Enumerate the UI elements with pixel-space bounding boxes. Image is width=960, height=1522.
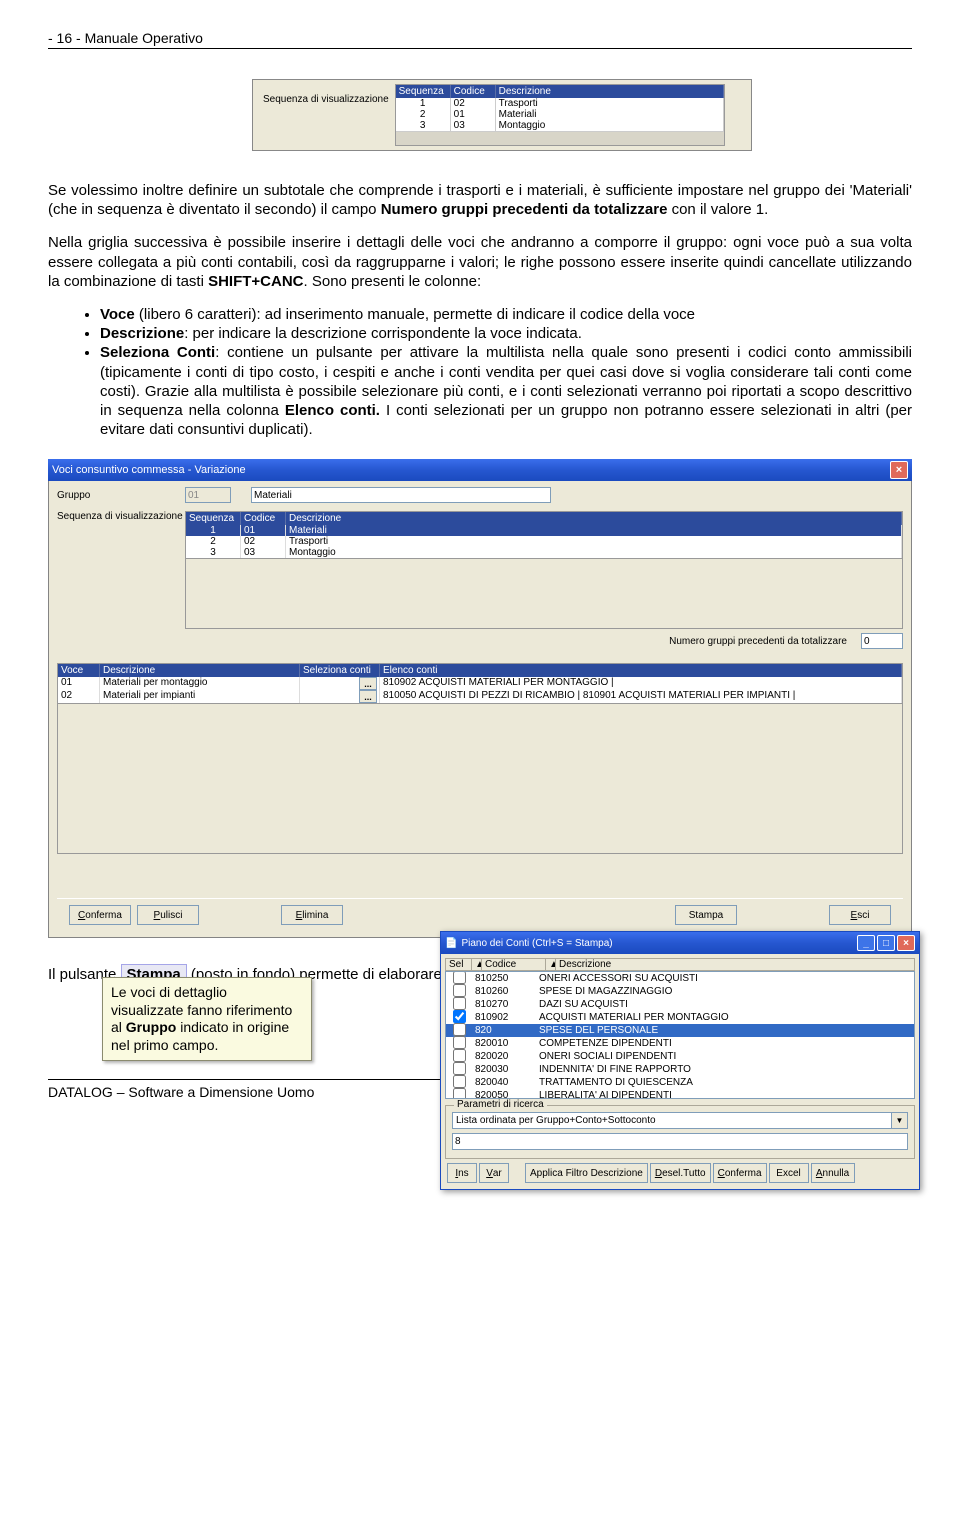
elimina-button[interactable]: Elimina	[281, 905, 343, 925]
table-row[interactable]: 810250ONERI ACCESSORI SU ACQUISTI	[446, 972, 914, 985]
stampa-button[interactable]: Stampa	[675, 905, 737, 925]
col-descrizione-2: Descrizione	[100, 664, 300, 677]
paragraph-2: Nella griglia successiva è possibile ins…	[48, 233, 912, 291]
mini-table: Sequenza Codice Descrizione 1 02 Traspor…	[395, 84, 725, 146]
conferma-button[interactable]: Conferma	[69, 905, 131, 925]
gruppo-desc-input[interactable]	[251, 487, 551, 503]
popup-grid[interactable]: 810250ONERI ACCESSORI SU ACQUISTI810260S…	[445, 971, 915, 1099]
row-checkbox[interactable]	[453, 1062, 466, 1075]
mini-col-desc: Descrizione	[496, 85, 724, 98]
popup-conferma-button[interactable]: Conferma	[713, 1163, 767, 1183]
table-row: 3 03 Montaggio	[396, 120, 724, 131]
row-checkbox[interactable]	[453, 984, 466, 997]
ellipsis-button[interactable]: ...	[359, 690, 377, 703]
pulisci-button[interactable]: Pulisci	[137, 905, 199, 925]
tooltip-box: Le voci di dettaglio visualizzate fanno …	[102, 977, 312, 1061]
search-filter-input[interactable]	[452, 1133, 908, 1150]
popup-col-codice[interactable]: Codice	[481, 958, 545, 971]
table-row[interactable]: 820050LIBERALITA' AI DIPENDENTI	[446, 1089, 914, 1099]
window-title: Voci consuntivo commessa - Variazione	[52, 464, 890, 476]
mini-seq-label: Sequenza di visualizzazione	[253, 80, 395, 105]
num-gruppi-input[interactable]	[861, 633, 903, 649]
popup-piano-conti: 📄 Piano dei Conti (Ctrl+S = Stampa) _ □ …	[440, 931, 920, 1190]
table-row[interactable]: 810260SPESE DI MAGAZZINAGGIO	[446, 985, 914, 998]
table-row[interactable]: 3 03 Montaggio	[186, 547, 902, 558]
list-item: Seleziona Conti: contiene un pulsante pe…	[100, 343, 912, 439]
popup-title: Piano dei Conti (Ctrl+S = Stampa)	[461, 938, 855, 949]
col-codice: Codice	[241, 512, 286, 525]
table-row[interactable]: 820SPESE DEL PERSONALE	[446, 1024, 914, 1037]
gruppo-label: Gruppo	[57, 490, 185, 501]
sort-combo[interactable]: Lista ordinata per Gruppo+Conto+Sottocon…	[452, 1112, 908, 1129]
col-voce: Voce	[58, 664, 100, 677]
maximize-icon[interactable]: □	[877, 935, 895, 951]
row-checkbox[interactable]	[453, 1075, 466, 1088]
table-row[interactable]: 2 02 Trasporti	[186, 536, 902, 547]
paragraph-1: Se volessimo inoltre definire un subtota…	[48, 181, 912, 219]
grid-voci[interactable]: Voce Descrizione Seleziona conti Elenco …	[57, 663, 903, 704]
var-button[interactable]: Var	[479, 1163, 509, 1183]
bullet-list: Voce (libero 6 caratteri): ad inseriment…	[48, 305, 912, 439]
col-elenco-conti: Elenco conti	[380, 664, 902, 677]
desel-button[interactable]: Desel.Tutto	[650, 1163, 711, 1183]
list-item: Voce (libero 6 caratteri): ad inseriment…	[100, 305, 912, 324]
ins-button[interactable]: Ins	[447, 1163, 477, 1183]
list-item: Descrizione: per indicare la descrizione…	[100, 324, 912, 343]
row-checkbox[interactable]	[453, 1049, 466, 1062]
mini-col-code: Codice	[451, 85, 496, 98]
main-button-row: Conferma Pulisci Elimina Stampa Esci	[57, 898, 903, 931]
ellipsis-button[interactable]: ...	[359, 677, 377, 690]
sort-combo-text: Lista ordinata per Gruppo+Conto+Sottocon…	[452, 1112, 892, 1129]
search-fieldset: Parametri di ricerca Lista ordinata per …	[445, 1105, 915, 1159]
window-titlebar: Voci consuntivo commessa - Variazione ×	[48, 459, 912, 481]
annulla-button[interactable]: Annulla	[811, 1163, 855, 1183]
row-checkbox[interactable]	[453, 1088, 466, 1100]
seq-label: Sequenza di visualizzazione	[57, 507, 185, 522]
form-body: Gruppo Sequenza di visualizzazione Seque…	[48, 481, 912, 938]
header-rule	[48, 48, 912, 49]
row-checkbox[interactable]	[453, 997, 466, 1010]
col-descrizione: Descrizione	[286, 512, 902, 525]
table-row[interactable]: 820010COMPETENZE DIPENDENTI	[446, 1037, 914, 1050]
table-row[interactable]: 820040TRATTAMENTO DI QUIESCENZA	[446, 1076, 914, 1089]
row-checkbox[interactable]	[453, 1010, 466, 1023]
table-row: 2 01 Materiali	[396, 109, 724, 120]
popup-grid-header: Sel ▲ Codice ▲ Descrizione	[445, 958, 915, 971]
mini-screenshot: Sequenza di visualizzazione Sequenza Cod…	[252, 79, 752, 151]
table-row[interactable]: 01 Materiali per montaggio ... 810902 AC…	[58, 677, 902, 690]
chevron-down-icon[interactable]: ▼	[892, 1112, 908, 1129]
num-gruppi-label: Numero gruppi precedenti da totalizzare	[669, 636, 847, 647]
table-row[interactable]: 1 01 Materiali	[186, 525, 902, 536]
close-icon[interactable]: ×	[890, 461, 908, 479]
table-row[interactable]: 810902ACQUISTI MATERIALI PER MONTAGGIO	[446, 1011, 914, 1024]
table-row[interactable]: 820030INDENNITA' DI FINE RAPPORTO	[446, 1063, 914, 1076]
close-icon[interactable]: ×	[897, 935, 915, 951]
col-sequenza: Sequenza	[186, 512, 241, 525]
app-screenshot: Voci consuntivo commessa - Variazione × …	[48, 459, 912, 938]
mini-col-seq: Sequenza	[396, 85, 451, 98]
excel-button[interactable]: Excel	[769, 1163, 809, 1183]
search-legend: Parametri di ricerca	[454, 1099, 547, 1110]
popup-titlebar: 📄 Piano dei Conti (Ctrl+S = Stampa) _ □ …	[441, 932, 919, 954]
popup-button-row: Ins Var Applica Filtro Descrizione Desel…	[445, 1159, 915, 1185]
filtro-button[interactable]: Applica Filtro Descrizione	[525, 1163, 648, 1183]
esci-button[interactable]: Esci	[829, 905, 891, 925]
col-seleziona-conti: Seleziona conti	[300, 664, 380, 677]
table-row: 1 02 Trasporti	[396, 98, 724, 109]
row-checkbox[interactable]	[453, 1036, 466, 1049]
popup-col-descrizione[interactable]: Descrizione	[555, 958, 915, 971]
table-row[interactable]: 810270DAZI SU ACQUISTI	[446, 998, 914, 1011]
grid-sequenza[interactable]: Sequenza Codice Descrizione 1 01 Materia…	[185, 511, 903, 559]
table-row[interactable]: 820020ONERI SOCIALI DIPENDENTI	[446, 1050, 914, 1063]
mini-table-header: Sequenza Codice Descrizione	[396, 85, 724, 98]
popup-col-sel[interactable]: Sel	[445, 958, 471, 971]
gruppo-code-input[interactable]	[185, 487, 231, 503]
row-checkbox[interactable]	[453, 971, 466, 984]
page-header: - 16 - Manuale Operativo	[48, 30, 912, 46]
row-checkbox[interactable]	[453, 1023, 466, 1036]
minimize-icon[interactable]: _	[857, 935, 875, 951]
table-row[interactable]: 02 Materiali per impianti ... 810050 ACQ…	[58, 690, 902, 703]
